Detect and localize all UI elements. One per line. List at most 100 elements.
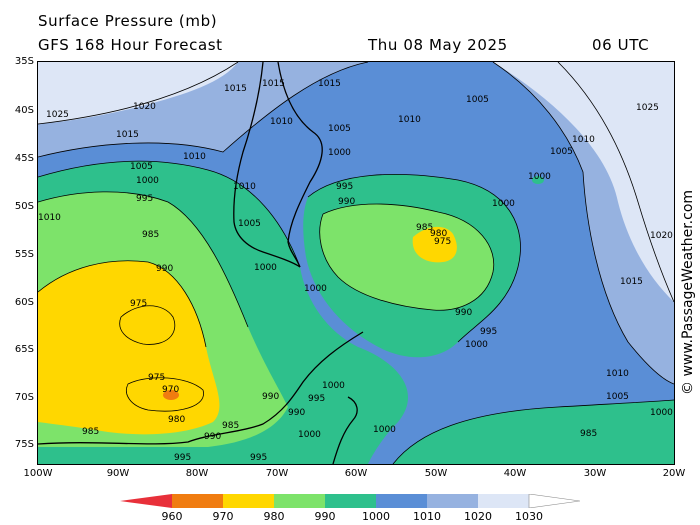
isobar-label: 1000: [373, 425, 396, 435]
isobar-label: 1015: [318, 79, 341, 89]
isobar-label: 1000: [254, 263, 277, 273]
legend-swatch: [528, 494, 580, 508]
isobar-label: 990: [156, 264, 173, 274]
map-title: Surface Pressure (mb): [38, 12, 218, 30]
latitude-label: 40S: [14, 105, 34, 116]
latitude-label: 50S: [14, 201, 34, 212]
pressure-map-canvas: 1025 1020 1015 1010 1005 1000 995 985 99…: [38, 62, 674, 464]
pressure-color-legend: [120, 494, 580, 508]
legend-label: 1010: [413, 510, 441, 523]
isobar-label: 975: [434, 237, 451, 247]
legend-label: 970: [212, 510, 234, 523]
isobar-label: 1010: [606, 369, 629, 379]
legend-label: 990: [314, 510, 336, 523]
low-pressure-core-970: [163, 390, 179, 400]
isobar-label: 1000: [528, 172, 551, 182]
isobar-label: 1005: [328, 124, 351, 134]
isobar-label: 1005: [606, 392, 629, 402]
small-low-1000: [532, 176, 544, 184]
isobar-label: 990: [288, 408, 305, 418]
legend-swatch: [120, 494, 172, 508]
isobar-label: 1005: [466, 95, 489, 105]
legend-label: 1000: [362, 510, 390, 523]
latitude-label: 45S: [14, 153, 34, 164]
forecast-time: 06 UTC: [592, 36, 650, 54]
legend-swatch: [427, 494, 478, 508]
coastline-south-america: [233, 62, 323, 268]
isobar-value-labels: 1025 1020 1015 1010 1005 1000 995 985 99…: [38, 79, 673, 463]
isobar-label: 1010: [183, 152, 206, 162]
legend-swatch: [478, 494, 529, 508]
watermark-text: © www.PassageWeather.com: [680, 190, 696, 395]
high-pressure-east: [493, 62, 674, 302]
isobar-label: 1000: [328, 148, 351, 158]
longitude-label: 20W: [662, 468, 686, 479]
latitude-label: 35S: [14, 56, 34, 67]
isobar-label: 1010: [233, 182, 256, 192]
legend-label: 1030: [515, 510, 543, 523]
pressure-band-990-1000-south: [393, 400, 674, 464]
longitude-label: 60W: [344, 468, 368, 479]
longitude-label: 90W: [106, 468, 130, 479]
isobar-label: 1010: [270, 117, 293, 127]
pressure-band-980-990-low: [319, 204, 494, 311]
isobar-label: 980: [430, 229, 447, 239]
isobar-lines: [38, 62, 674, 464]
legend-swatch: [325, 494, 376, 508]
isobar-label: 1005: [238, 219, 261, 229]
longitude-label: 30W: [583, 468, 607, 479]
isobar-label: 975: [130, 299, 147, 309]
legend-label: 1020: [464, 510, 492, 523]
coastline-antarctic-peninsula: [38, 331, 364, 464]
isobar-label: 1020: [133, 102, 156, 112]
isobar-label: 1010: [38, 213, 61, 223]
forecast-label: GFS 168 Hour Forecast: [38, 36, 223, 54]
isobar-label: 1015: [620, 277, 643, 287]
isobar-label: 1025: [636, 103, 659, 113]
legend-label: 960: [161, 510, 183, 523]
isobar-label: 1010: [572, 135, 595, 145]
legend-swatch: [376, 494, 427, 508]
isobar-label: 1005: [550, 147, 573, 157]
legend-swatch: [223, 494, 274, 508]
isobar-label: 1015: [224, 84, 247, 94]
high-pressure-nw: [38, 62, 238, 124]
isobar-label: 990: [338, 197, 355, 207]
longitude-label: 100W: [23, 468, 53, 479]
latitude-label: 75S: [14, 439, 34, 450]
longitude-label: 50W: [424, 468, 448, 479]
isobar-label: 985: [82, 427, 99, 437]
isobar-label: 995: [174, 453, 191, 463]
isobar-label: 1000: [136, 176, 159, 186]
isobar-label: 1020: [650, 231, 673, 241]
isobar-label: 985: [142, 230, 159, 240]
pressure-map: 1025 1020 1015 1010 1005 1000 995 985 99…: [37, 61, 675, 465]
isobar-label: 1025: [46, 110, 69, 120]
legend-swatch: [172, 494, 223, 508]
latitude-label: 55S: [14, 249, 34, 260]
isobar-label: 995: [250, 453, 267, 463]
isobar-label: 990: [204, 432, 221, 442]
isobar-label: 990: [262, 392, 279, 402]
latitude-label: 70S: [14, 392, 34, 403]
isobar-label: 1015: [116, 130, 139, 140]
legend-swatch: [274, 494, 325, 508]
longitude-label: 40W: [503, 468, 527, 479]
isobar-label: 1015: [262, 79, 285, 89]
isobar-label: 985: [580, 429, 597, 439]
isobar-label: 1000: [304, 284, 327, 294]
isobar-label: 980: [168, 415, 185, 425]
isobar-label: 1005: [130, 162, 153, 172]
isobar-label: 995: [308, 394, 325, 404]
longitude-label: 80W: [185, 468, 209, 479]
latitude-label: 65S: [14, 344, 34, 355]
longitude-label: 70W: [265, 468, 289, 479]
forecast-date: Thu 08 May 2025: [368, 36, 508, 54]
isobar-label: 970: [162, 385, 179, 395]
pressure-band-970-980-low: [412, 226, 457, 263]
isobar-label: 1000: [465, 340, 488, 350]
latitude-label: 60S: [14, 297, 34, 308]
isobar-label: 995: [480, 327, 497, 337]
watermark: © www.PassageWeather.com: [680, 190, 696, 395]
isobar-label: 995: [136, 194, 153, 204]
